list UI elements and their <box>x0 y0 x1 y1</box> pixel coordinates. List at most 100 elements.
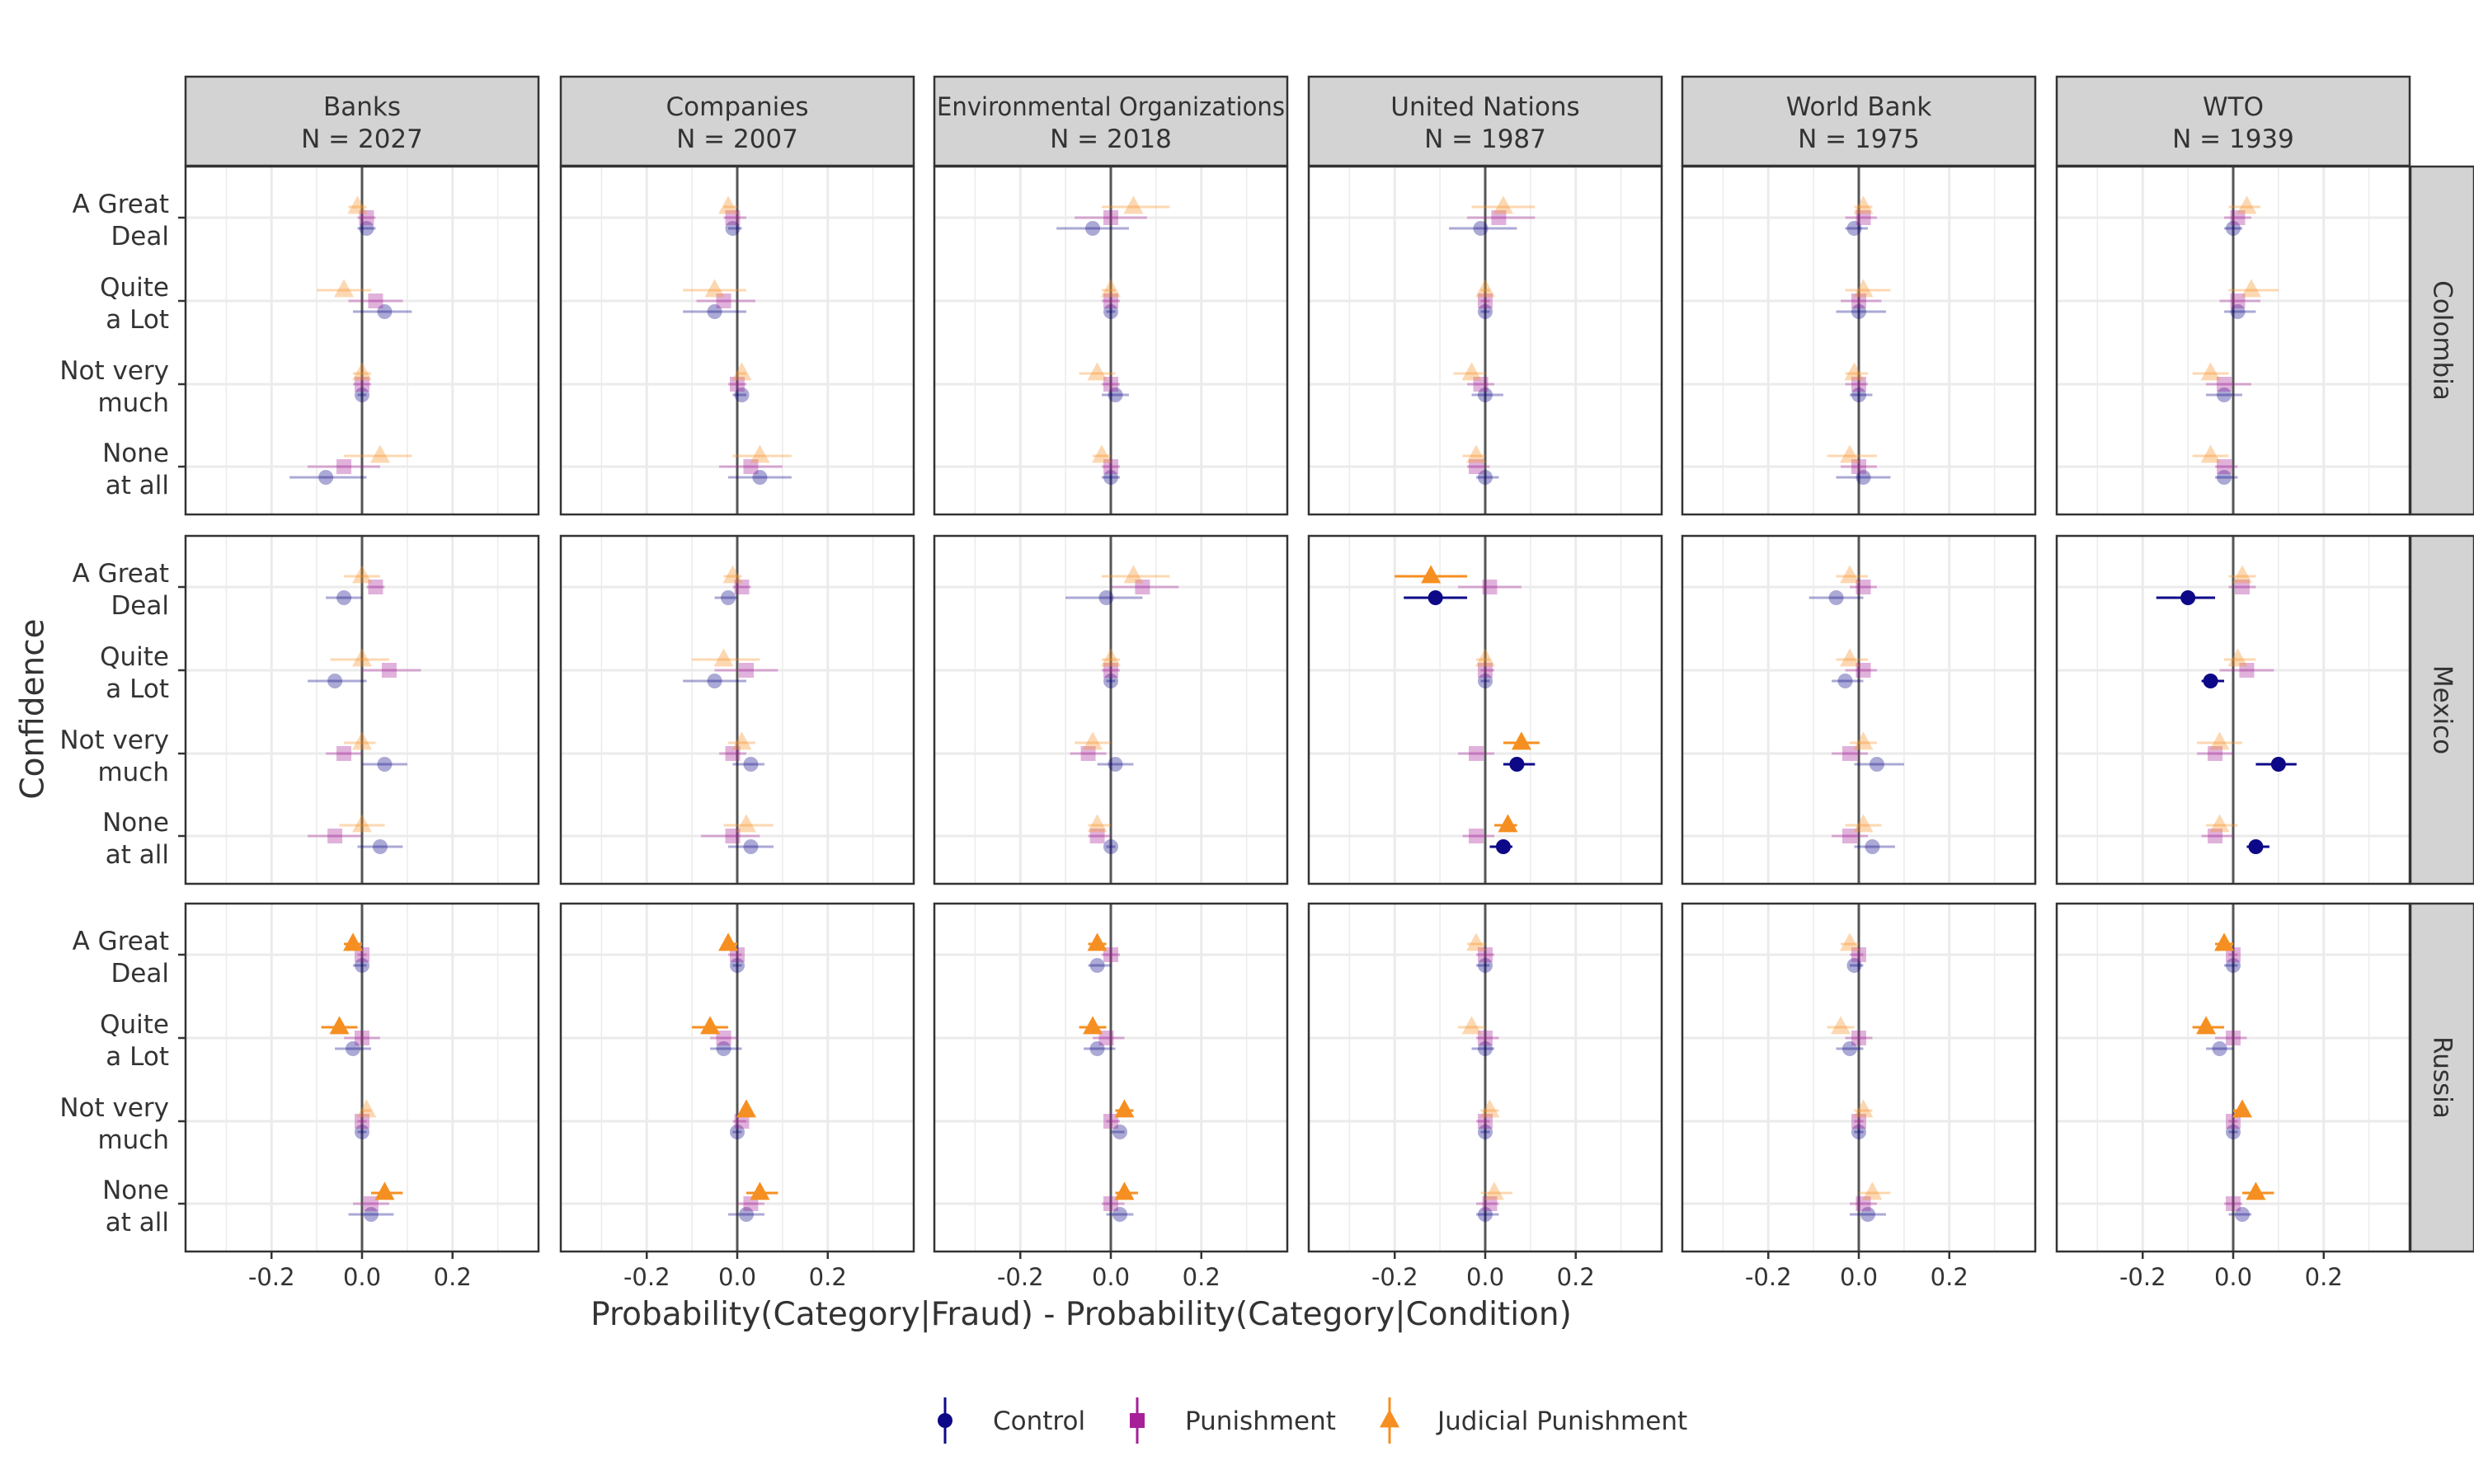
point-triangle <box>1511 731 1531 750</box>
point-circle <box>1509 757 1525 772</box>
panel-1-2 <box>933 534 1289 885</box>
point-triangle <box>750 1181 770 1200</box>
point-triangle <box>1101 279 1121 298</box>
row-strip-box <box>2409 902 2474 1253</box>
y-tick-label: None <box>102 808 169 838</box>
panel-2-3: -0.2 0.0 0.2 <box>1307 902 1663 1291</box>
point-square <box>2226 1114 2241 1129</box>
point-circle <box>2248 839 2264 854</box>
point-square <box>2226 947 2241 962</box>
point-circle <box>734 387 750 402</box>
panel-0-4 <box>1681 165 2037 516</box>
point-triangle <box>750 444 770 463</box>
point-circle <box>1478 674 1493 688</box>
point-triangle <box>352 565 372 584</box>
point-circle <box>1112 1125 1127 1139</box>
point-triangle <box>731 731 752 750</box>
point-square <box>368 580 383 594</box>
y-tick-label: at all <box>106 840 169 870</box>
point-triangle <box>1101 648 1121 667</box>
point-circle <box>1846 958 1862 973</box>
point-square <box>1856 580 1871 594</box>
point-triangle <box>2241 279 2261 298</box>
y-tick-label: None <box>102 1176 169 1205</box>
x-tick-label: -0.2 <box>1371 1263 1418 1291</box>
row-strip-0: Colombia <box>2409 165 2474 516</box>
point-triangle <box>1484 1181 1504 1200</box>
point-square <box>1856 210 1871 225</box>
point-circle <box>2226 221 2241 236</box>
point-circle <box>1860 1207 1875 1222</box>
panel-border <box>933 534 1289 885</box>
y-tick-label: Deal <box>111 591 169 621</box>
point-triangle <box>1853 814 1874 833</box>
facet-title: Banks <box>323 92 401 122</box>
y-tick-label: at all <box>106 471 169 500</box>
point-triangle <box>2236 195 2257 214</box>
point-circle <box>1089 958 1105 973</box>
point-circle <box>363 1207 379 1222</box>
point-circle <box>372 839 388 854</box>
point-square <box>730 947 745 962</box>
x-tick-label: 0.0 <box>2214 1263 2252 1291</box>
point-square <box>1851 1031 1866 1045</box>
point-triangle <box>1862 1181 1883 1200</box>
point-triangle <box>1087 814 1108 833</box>
point-square <box>336 746 352 761</box>
point-square <box>1089 829 1105 843</box>
point-triangle <box>1123 565 1144 584</box>
point-circle <box>1103 674 1118 688</box>
x-tick-label: 0.2 <box>1183 1263 1221 1291</box>
point-triangle <box>1466 444 1487 463</box>
point-circle <box>1869 757 1884 772</box>
point-triangle <box>1466 932 1487 951</box>
point-triangle <box>1840 444 1860 463</box>
point-square <box>1103 294 1118 308</box>
row-label: Mexico <box>2428 665 2458 754</box>
point-circle <box>730 958 745 973</box>
point-square <box>2234 580 2250 594</box>
point-circle <box>743 839 759 854</box>
point-square <box>743 459 759 474</box>
point-triangle <box>1840 932 1860 951</box>
point-triangle <box>2200 362 2221 381</box>
point-square <box>1080 746 1096 761</box>
x-tick-label: 0.0 <box>718 1263 756 1291</box>
x-tick-label: 0.0 <box>343 1263 381 1291</box>
facet-n: N = 1939 <box>2172 124 2294 154</box>
point-circle <box>1495 839 1511 854</box>
point-circle <box>1112 1207 1127 1222</box>
panel-1-1 <box>559 534 915 885</box>
row-strip-box <box>2409 165 2474 516</box>
point-square <box>725 210 741 225</box>
point-square <box>1856 663 1871 678</box>
point-triangle <box>1831 1016 1851 1035</box>
facet-strip-box <box>559 75 915 167</box>
point-triangle <box>718 932 739 951</box>
x-tick-label: -0.2 <box>2119 1263 2166 1291</box>
point-triangle <box>722 565 743 584</box>
facet-n: N = 1975 <box>1798 124 1920 154</box>
point-square <box>355 1031 369 1045</box>
point-triangle <box>1092 444 1112 463</box>
point-triangle <box>736 814 756 833</box>
point-square <box>1103 377 1118 392</box>
point-circle <box>355 387 369 402</box>
panel-0-5 <box>2055 165 2411 516</box>
point-square <box>2208 829 2223 843</box>
point-triangle <box>1421 565 1442 584</box>
point-circle <box>2226 958 2241 973</box>
y-tick-label: Quite <box>100 273 169 303</box>
panel-0-1 <box>559 165 915 516</box>
point-circle <box>1478 470 1493 485</box>
point-square <box>1842 829 1858 843</box>
x-tick-label: 0.2 <box>2305 1263 2343 1291</box>
y-tick-label: much <box>97 758 169 787</box>
point-circle <box>738 1207 754 1222</box>
point-square <box>1473 377 1489 392</box>
x-tick-label: -0.2 <box>623 1263 670 1291</box>
point-triangle <box>1844 362 1865 381</box>
facet-n: N = 2027 <box>301 124 423 154</box>
point-triangle <box>2227 648 2248 667</box>
